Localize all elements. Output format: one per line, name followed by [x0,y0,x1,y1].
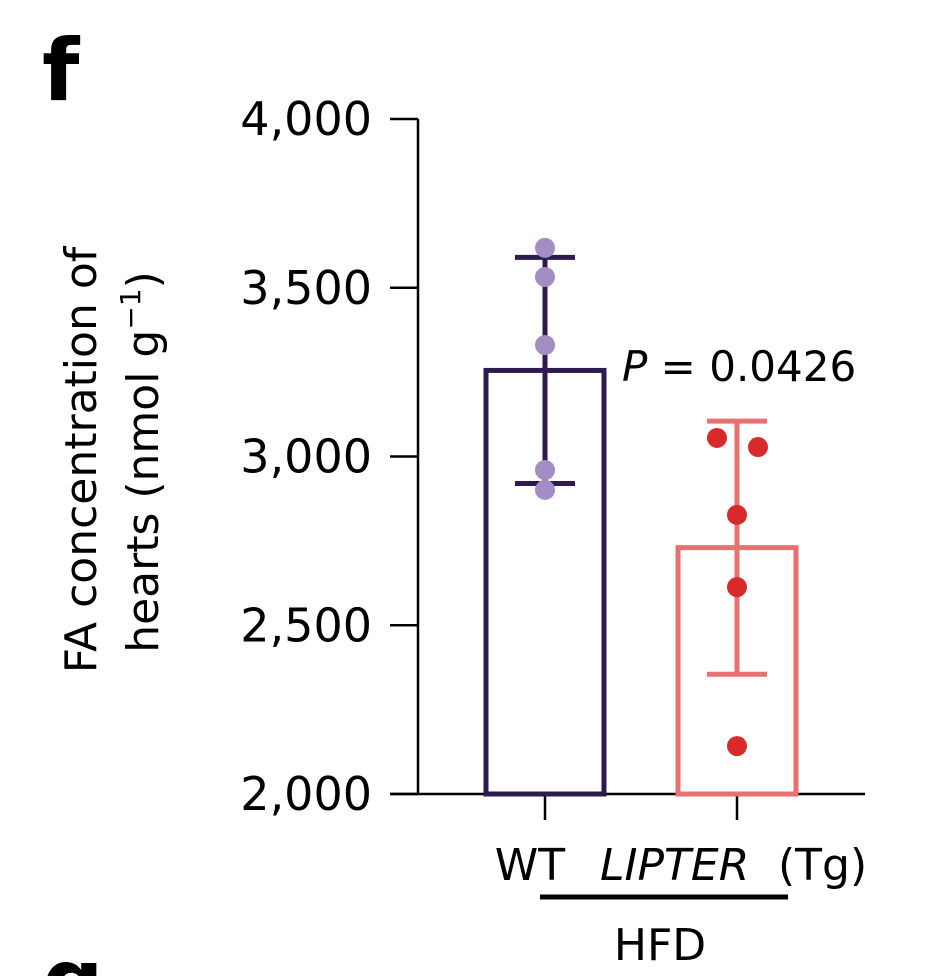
data-point [727,504,747,525]
y-tick-label: 3,500 [240,261,372,315]
x-tick-label-suffix: (Tg) [778,840,867,891]
y-axis-label: hearts (nmol g−1) [114,271,169,653]
x-tick-label: WT [495,840,566,891]
y-axis-label: FA concentration of [56,245,107,673]
y-tick-label: 4,000 [240,92,372,146]
data-point [727,736,747,757]
data-point [748,437,768,458]
y-axis-label-part: hearts (nmol g [118,330,169,653]
y-tick-label: 3,000 [240,430,372,484]
y-axis-label-superscript: −1 [114,288,147,329]
group-label: HFD [614,920,706,971]
annotation: P = 0.0426 [622,342,856,391]
data-point [707,427,727,448]
data-point [727,577,747,598]
data-point [535,237,555,258]
data-point [535,479,555,500]
panel-label: g [42,931,104,976]
annotation-italic: P [622,342,648,391]
panel-label: f [42,21,81,121]
y-tick-label: 2,500 [240,598,372,652]
data-point [535,460,555,480]
y-tick-label: 2,000 [240,767,372,821]
x-tick-label: LIPTER [600,840,749,891]
data-point [535,266,555,287]
data-point [535,335,555,356]
y-axis-label-part: ) [118,271,169,288]
annotation-text: = 0.0426 [647,342,856,391]
